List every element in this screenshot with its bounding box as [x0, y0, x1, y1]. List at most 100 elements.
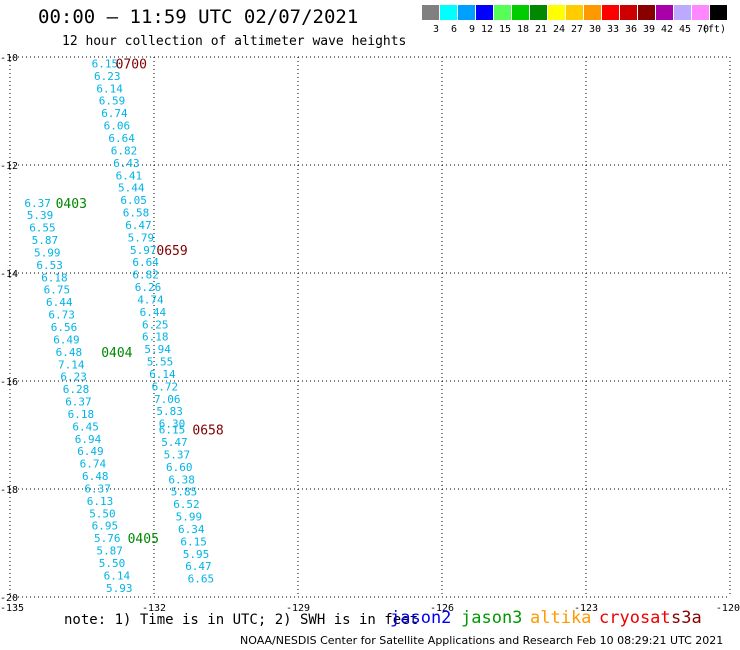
- satellite-cryosat: cryosat: [599, 608, 671, 628]
- swh-value: 6.37: [24, 197, 51, 210]
- legend-label: 33: [607, 24, 620, 35]
- swh-value: 5.55: [147, 356, 174, 369]
- pass-time-label: 0658: [192, 424, 223, 439]
- altimeter-tracks: 6.156.236.146.596.746.066.646.826.436.41…: [24, 57, 223, 594]
- legend-label: 36: [625, 24, 638, 35]
- legend-swatch: [602, 5, 619, 20]
- swh-value: 6.60: [166, 461, 193, 474]
- swh-value: 6.74: [80, 458, 107, 471]
- swh-value: 6.48: [56, 346, 83, 359]
- swh-value: 6.45: [72, 420, 99, 433]
- swh-value: 6.44: [46, 296, 73, 309]
- swh-value: 5.76: [94, 532, 121, 545]
- legend-swatch: [548, 5, 565, 20]
- swh-value: 5.37: [164, 448, 191, 461]
- swh-value: 6.52: [173, 498, 200, 511]
- swh-value: 5.95: [183, 548, 210, 561]
- swh-value: 5.93: [106, 582, 133, 595]
- swh-value: 6.37: [65, 396, 92, 409]
- swh-value: 5.87: [32, 234, 58, 247]
- swh-value: 6.48: [82, 470, 109, 483]
- swh-value: 6.55: [29, 222, 56, 235]
- satellite-jason3: jason3: [461, 608, 523, 628]
- longitude-tick-label: -129: [286, 603, 310, 614]
- swh-value: 5.97: [130, 244, 157, 257]
- map-grid: [9, 56, 731, 598]
- legend-swatch: [440, 5, 457, 20]
- swh-value: 6.44: [140, 306, 167, 319]
- swh-value: 5.47: [161, 436, 188, 449]
- swh-value: 6.43: [113, 157, 140, 170]
- swh-value: 6.72: [152, 380, 179, 393]
- legend-label: 6: [451, 24, 458, 35]
- swh-value: 5.39: [27, 209, 54, 222]
- legend-swatch: [584, 5, 601, 20]
- latitude-tick-label: -18: [0, 485, 18, 496]
- swh-value: 6.53: [36, 259, 63, 272]
- swh-value: 6.75: [44, 284, 71, 297]
- swh-value: 6.14: [149, 368, 176, 381]
- longitude-tick-label: -126: [430, 603, 454, 614]
- satellite-altika: altika: [530, 608, 592, 628]
- legend-swatch: [620, 5, 637, 20]
- latitude-tick-label: -14: [0, 269, 18, 280]
- pass-time-label: 0405: [128, 532, 159, 547]
- swh-value: 6.59: [99, 95, 126, 108]
- swh-value: 5.99: [34, 246, 61, 259]
- legend-label: 45: [679, 24, 692, 35]
- swh-value: 6.25: [142, 318, 169, 331]
- swh-value: 6.34: [178, 523, 205, 536]
- swh-value: 6.18: [142, 331, 169, 344]
- longitude-tick-label: -123: [574, 603, 598, 614]
- swh-value: 6.73: [48, 309, 75, 322]
- swh-value: 6.23: [94, 70, 121, 83]
- swh-value: 6.82: [132, 269, 159, 282]
- legend-label: 27: [571, 24, 584, 35]
- legend-label: 12: [481, 24, 494, 35]
- pass-time-label: 0659: [156, 244, 187, 259]
- legend-swatch: [458, 5, 475, 20]
- swh-value: 5.94: [144, 343, 171, 356]
- swh-value: 6.15: [92, 57, 119, 70]
- legend-unit: (ft): [702, 24, 727, 35]
- swh-value: 6.26: [135, 281, 162, 294]
- credit-line: NOAA/NESDIS Center for Satellite Applica…: [240, 634, 724, 647]
- swh-value: 6.15: [180, 535, 207, 548]
- latitude-tick-label: -10: [0, 53, 18, 64]
- swh-value: 5.83: [156, 405, 183, 418]
- swh-value: 6.94: [75, 433, 102, 446]
- legend-label: 3: [433, 24, 440, 35]
- legend-label: 15: [499, 24, 512, 35]
- longitude-tick-label: -135: [0, 603, 24, 614]
- swh-value: 6.37: [84, 482, 111, 495]
- swh-value: 6.13: [87, 495, 114, 508]
- track-group: 5.475.376.606.385.856.525.996.346.155.95…: [161, 424, 224, 586]
- legend-label: 42: [661, 24, 674, 35]
- swh-value: 6.28: [63, 383, 90, 396]
- swh-value: 6.14: [96, 82, 123, 95]
- swh-value: 6.65: [188, 573, 215, 586]
- swh-value: 6.56: [51, 321, 78, 334]
- latitude-tick-label: -20: [0, 593, 18, 604]
- pass-time-label: 0700: [116, 57, 147, 72]
- swh-value: 6.64: [108, 132, 135, 145]
- swh-value: 6.41: [116, 169, 143, 182]
- swh-value: 7.06: [154, 393, 181, 406]
- legend-swatch: [512, 5, 529, 20]
- legend-label: 9: [469, 24, 476, 35]
- legend-swatch: [476, 5, 493, 20]
- legend-swatch: [422, 5, 439, 20]
- legend-swatch: [494, 5, 511, 20]
- swh-value: 6.95: [92, 520, 119, 533]
- swh-value: 6.30: [159, 418, 186, 431]
- legend-swatch: [638, 5, 655, 20]
- swh-value: 4.74: [137, 293, 164, 306]
- units-note: note: 1) Time is in UTC; 2) SWH is in fe…: [64, 612, 419, 628]
- swh-value: 6.74: [101, 107, 128, 120]
- swh-value: 6.49: [77, 445, 104, 458]
- swh-value: 5.79: [128, 231, 155, 244]
- swh-value: 6.18: [68, 408, 95, 421]
- swh-value: 5.44: [118, 182, 145, 195]
- track-group: 7.146.236.286.376.186.456.946.496.746.48…: [58, 346, 133, 545]
